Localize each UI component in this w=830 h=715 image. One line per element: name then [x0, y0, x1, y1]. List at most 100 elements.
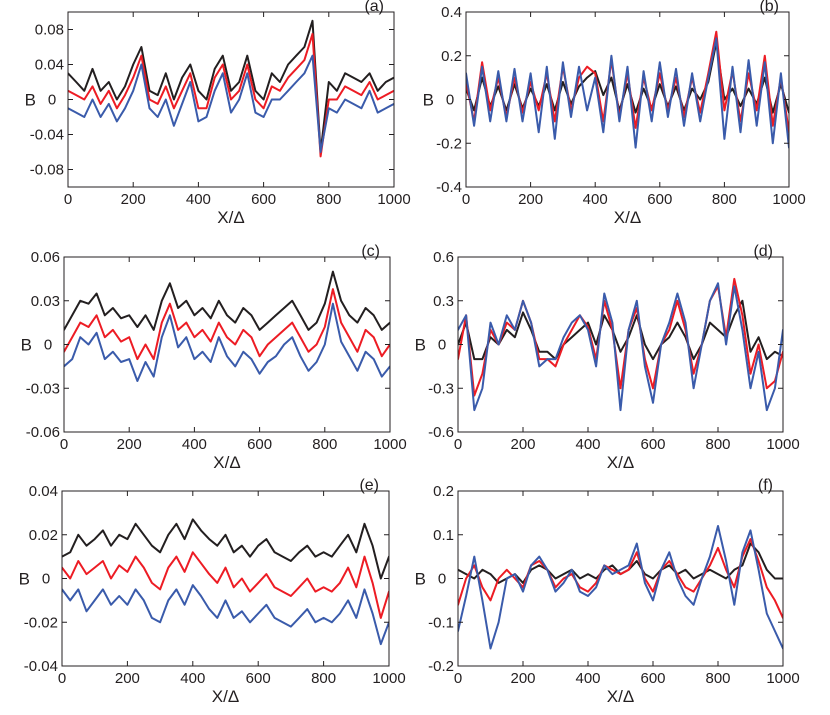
series-line-black — [62, 518, 389, 580]
y-tick-label: 0.02 — [29, 527, 58, 544]
x-tick-label: 400 — [182, 436, 207, 453]
y-tick-label: 0 — [42, 571, 50, 588]
x-tick-label: 600 — [247, 436, 272, 453]
y-tick-label: 0.3 — [433, 293, 454, 310]
x-tick-label: 1000 — [772, 191, 805, 208]
x-tick-label: 600 — [246, 670, 271, 687]
series-line-red — [62, 551, 389, 619]
x-tick-label: 1000 — [377, 191, 410, 208]
panel-label: (f) — [758, 477, 773, 494]
y-axis-title: B — [25, 91, 36, 110]
y-axis-title: B — [415, 336, 426, 355]
y-tick-label: -0.03 — [26, 380, 60, 397]
x-tick-label: 0 — [454, 436, 462, 453]
series-line-blue — [68, 54, 394, 153]
x-tick-label: 1000 — [373, 436, 406, 453]
series-line-black — [458, 542, 783, 584]
x-tick-label: 800 — [705, 436, 730, 453]
series-line-red — [64, 288, 390, 361]
x-axis-title: X/Δ — [607, 687, 634, 706]
y-tick-label: 0.06 — [31, 249, 60, 266]
x-tick-label: 800 — [311, 670, 336, 687]
y-tick-label: 0 — [446, 92, 454, 109]
x-axis-title: X/Δ — [213, 453, 240, 472]
x-tick-label: 200 — [121, 191, 146, 208]
y-tick-label: -0.1 — [428, 614, 454, 631]
y-tick-label: -0.02 — [24, 614, 58, 631]
y-tick-label: 0.4 — [441, 4, 462, 21]
y-tick-label: 0 — [48, 92, 56, 109]
y-tick-label: -0.04 — [24, 658, 58, 675]
y-tick-label: -0.2 — [428, 658, 454, 675]
y-tick-label: 0.1 — [433, 527, 454, 544]
x-tick-label: 0 — [58, 670, 66, 687]
y-tick-label: -0.2 — [436, 135, 462, 152]
x-tick-label: 200 — [115, 670, 140, 687]
y-tick-label: 0 — [438, 571, 446, 588]
y-tick-label: 0.6 — [433, 249, 454, 266]
chart-panel-1: 0 200 400 600 800 1000 -0.08 -0.04 0 0.04 0.08 B X/Δ… — [25, 0, 411, 227]
x-tick-label: 800 — [712, 191, 737, 208]
x-tick-label: 0 — [60, 436, 68, 453]
x-tick-label: 0 — [462, 191, 470, 208]
y-tick-label: -0.6 — [428, 424, 454, 441]
y-tick-label: -0.06 — [26, 424, 60, 441]
panel-label: (c) — [361, 243, 380, 260]
chart-panel-5: 0 200 400 600 800 1000 -0.04 -0.02 0 0.02 0.04 B X/Δ… — [19, 477, 406, 706]
panel-label: (b) — [759, 0, 779, 15]
x-tick-label: 800 — [312, 436, 337, 453]
x-tick-label: 200 — [518, 191, 543, 208]
series-line-blue — [62, 584, 389, 646]
chart-panel-2: 0 200 400 600 800 1000 -0.4 -0.2 0 0.2 0.4 B X/Δ (b) — [423, 0, 806, 227]
series-line-black — [458, 299, 783, 361]
y-tick-label: 0.2 — [433, 483, 454, 500]
y-tick-label: -0.4 — [436, 179, 462, 196]
x-tick-label: 400 — [575, 436, 600, 453]
x-tick-label: 400 — [180, 670, 205, 687]
x-tick-label: 200 — [510, 436, 535, 453]
chart-panel-4: 0 200 400 600 800 1000 -0.6 -0.3 0 0.3 0.6 B X/Δ (d) — [415, 243, 800, 472]
y-axis-title: B — [19, 570, 30, 589]
y-tick-label: 0 — [438, 337, 446, 354]
x-tick-label: 400 — [575, 670, 600, 687]
series-line-red — [68, 32, 394, 158]
y-tick-label: 0.08 — [35, 22, 64, 39]
series-line-blue — [458, 282, 783, 412]
y-tick-label: 0.04 — [35, 57, 64, 74]
x-axis-title: X/Δ — [212, 687, 239, 706]
series-line-black — [68, 19, 394, 153]
y-axis-title: B — [423, 91, 434, 110]
plot-frame — [63, 256, 391, 433]
x-tick-label: 400 — [186, 191, 211, 208]
panel-label: (d) — [753, 243, 773, 260]
y-axis-title: B — [415, 570, 426, 589]
x-tick-label: 400 — [583, 191, 608, 208]
series-line-red — [458, 277, 783, 397]
x-axis-title: X/Δ — [614, 208, 641, 227]
panel-label: (a) — [364, 0, 384, 15]
x-tick-label: 600 — [647, 191, 672, 208]
y-tick-label: -0.04 — [30, 127, 64, 144]
x-tick-label: 1000 — [766, 670, 799, 687]
x-tick-label: 200 — [510, 670, 535, 687]
series-line-blue — [64, 302, 390, 382]
x-tick-label: 1000 — [766, 436, 799, 453]
series-line-blue — [458, 525, 783, 650]
x-tick-label: 1000 — [372, 670, 405, 687]
x-tick-label: 600 — [251, 191, 276, 208]
x-tick-label: 600 — [640, 436, 665, 453]
plot-frame — [465, 11, 790, 188]
x-tick-label: 0 — [454, 670, 462, 687]
chart-panel-3: 0 200 400 600 800 1000 -0.06 -0.03 0 0.03 0.06 B X/Δ… — [21, 243, 407, 472]
series-line-red — [466, 30, 789, 134]
x-axis-title: X/Δ — [217, 208, 244, 227]
y-axis-title: B — [21, 336, 32, 355]
x-axis-title: X/Δ — [607, 453, 634, 472]
y-tick-label: -0.08 — [30, 162, 64, 179]
y-tick-label: 0 — [44, 337, 52, 354]
x-tick-label: 0 — [64, 191, 72, 208]
panel-label: (e) — [359, 477, 379, 494]
y-tick-label: 0.2 — [441, 48, 462, 65]
x-tick-label: 600 — [640, 670, 665, 687]
